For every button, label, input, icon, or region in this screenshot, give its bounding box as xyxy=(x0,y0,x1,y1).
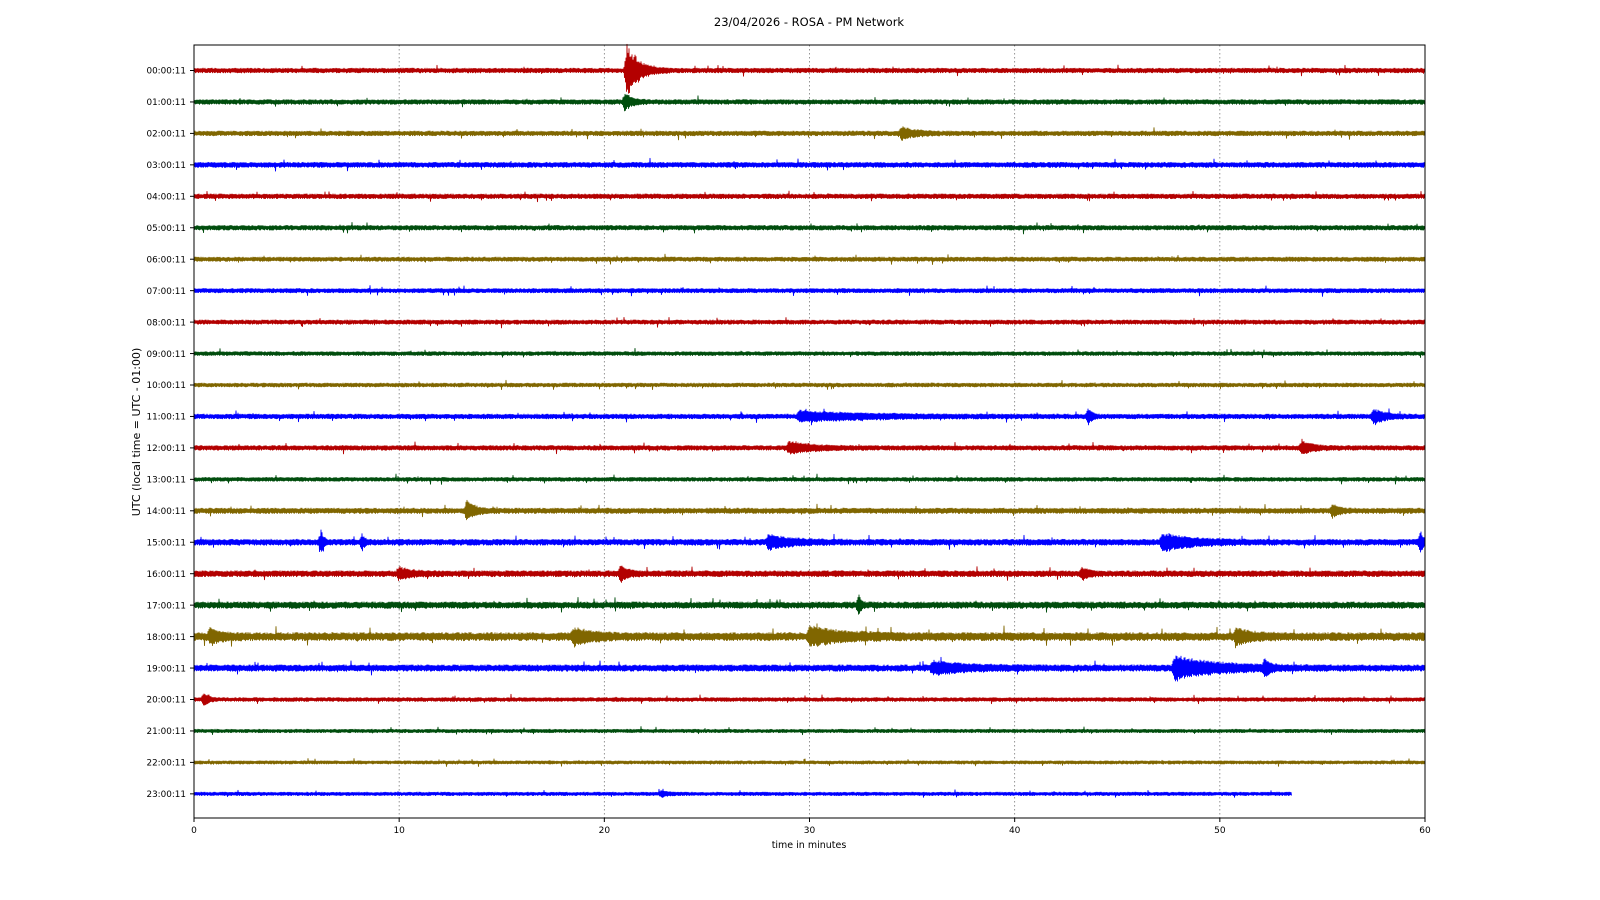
x-axis-label: time in minutes xyxy=(772,840,847,851)
trace-row xyxy=(193,565,1426,583)
trace-row xyxy=(193,788,1292,798)
y-tick-label: 20:00:11 xyxy=(146,696,186,706)
trace-row xyxy=(193,473,1426,485)
trace-row xyxy=(193,693,1426,706)
y-tick-label: 09:00:11 xyxy=(146,350,186,360)
y-tick-label: 13:00:11 xyxy=(146,476,186,486)
chart-title: 23/04/2026 - ROSA - PM Network xyxy=(714,15,904,29)
y-tick-label: 02:00:11 xyxy=(146,130,186,140)
trace-row xyxy=(193,758,1426,767)
y-tick-label: 00:00:11 xyxy=(146,67,186,77)
y-tick-label: 06:00:11 xyxy=(146,255,186,265)
y-tick-label: 08:00:11 xyxy=(146,318,186,328)
trace-row xyxy=(193,408,1426,426)
y-tick-label: 12:00:11 xyxy=(146,444,186,454)
y-tick-label: 03:00:11 xyxy=(146,161,186,171)
y-tick-label: 05:00:11 xyxy=(146,224,186,234)
trace-row xyxy=(193,499,1426,521)
trace-row xyxy=(193,726,1426,736)
x-tick-label: 30 xyxy=(804,826,816,836)
grid-layer xyxy=(398,45,1221,818)
y-tick-label: 16:00:11 xyxy=(146,570,186,580)
trace-row xyxy=(193,655,1426,682)
y-tick-label: 01:00:11 xyxy=(146,98,186,108)
y-tick-label: 17:00:11 xyxy=(146,601,186,611)
y-tick-label: 11:00:11 xyxy=(146,413,186,423)
trace-row xyxy=(193,379,1426,391)
trace-row xyxy=(193,594,1426,615)
x-tick-label: 20 xyxy=(599,826,611,836)
y-tick-label: 07:00:11 xyxy=(146,287,186,297)
trace-row xyxy=(193,222,1426,235)
trace-row xyxy=(193,285,1426,297)
y-tick-label: 14:00:11 xyxy=(146,507,186,517)
y-tick-label: 18:00:11 xyxy=(146,633,186,643)
trace-row xyxy=(193,43,1426,94)
x-tick-label: 60 xyxy=(1419,826,1431,836)
y-tick-label: 19:00:11 xyxy=(146,664,186,674)
y-tick-label: 21:00:11 xyxy=(146,727,186,737)
trace-row xyxy=(193,316,1426,329)
axis-layer: 0 10 20 30 40 50 60 00:00:11 01:00:11 02:00:11 03:… xyxy=(146,67,1431,836)
y-tick-label: 10:00:11 xyxy=(146,381,186,391)
trace-row xyxy=(193,529,1426,553)
trace-row xyxy=(193,126,1426,141)
y-tick-label: 04:00:11 xyxy=(146,193,186,203)
y-tick-label: 23:00:11 xyxy=(146,790,186,800)
y-tick-label: 15:00:11 xyxy=(146,538,186,548)
trace-layer xyxy=(193,43,1426,798)
trace-row xyxy=(193,623,1426,649)
trace-row xyxy=(193,438,1426,455)
y-tick-label: 22:00:11 xyxy=(146,759,186,769)
trace-row xyxy=(193,157,1426,172)
x-tick-label: 40 xyxy=(1009,826,1021,836)
trace-row xyxy=(193,190,1426,203)
x-tick-label: 50 xyxy=(1214,826,1226,836)
y-axis-label: UTC (local time = UTC - 01:00) xyxy=(130,348,143,517)
trace-row xyxy=(193,347,1426,359)
trace-row xyxy=(193,93,1426,112)
x-tick-label: 10 xyxy=(393,826,405,836)
x-tick-label: 0 xyxy=(191,826,197,836)
trace-row xyxy=(193,253,1426,265)
